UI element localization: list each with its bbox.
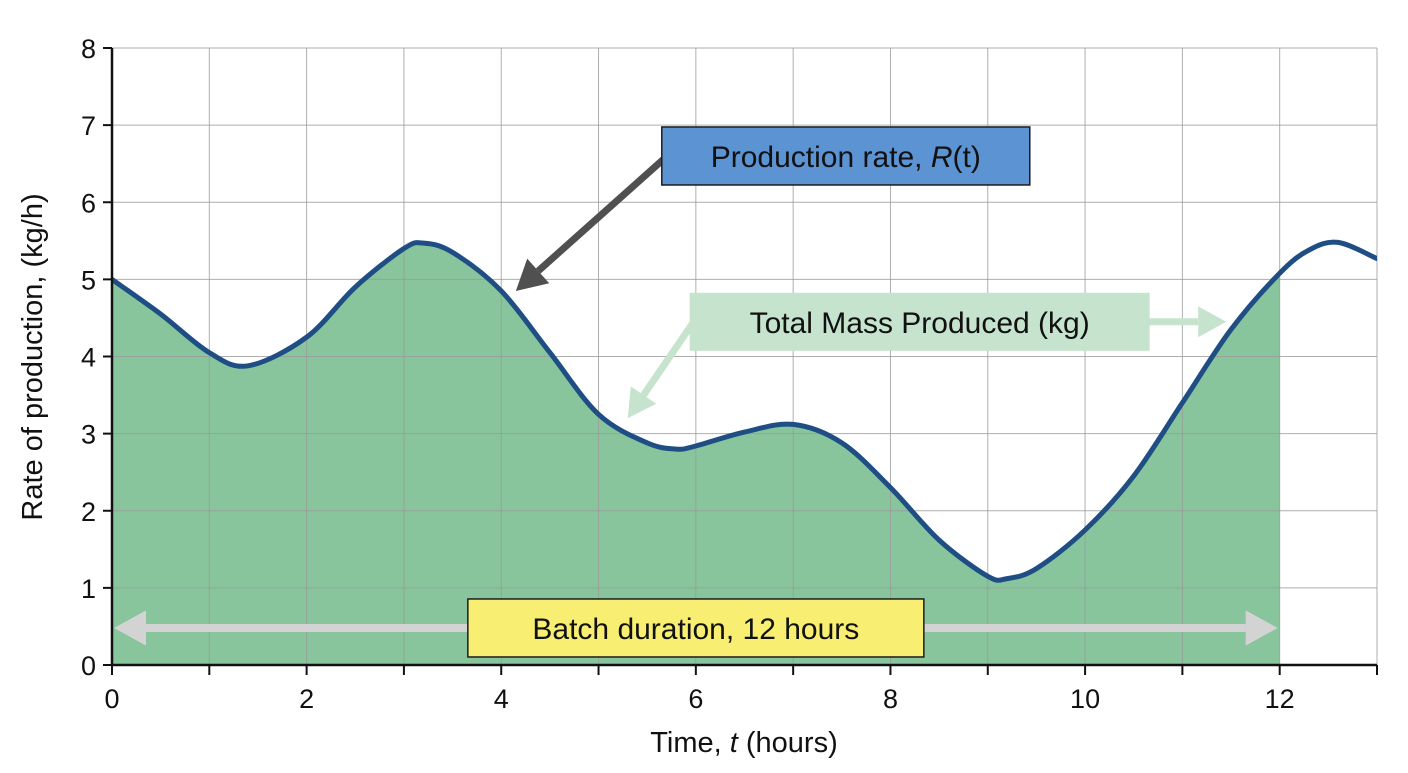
x-tick-label: 8 <box>883 684 898 714</box>
rate-label-tail: (t) <box>953 141 981 174</box>
rate-label-main: Production rate, <box>711 141 931 174</box>
y-axis-title: Rate of production, (kg/h) <box>17 193 49 520</box>
y-tick-label: 1 <box>81 574 96 604</box>
x-axis-title: Time, t (hours) <box>650 727 837 759</box>
mass-annotation: Total Mass Produced (kg) <box>689 292 1150 351</box>
rate-arrow-shaft <box>535 156 667 274</box>
mass-annotation-label: Total Mass Produced (kg) <box>750 307 1090 340</box>
x-axis-title-suffix: (hours) <box>738 727 838 759</box>
y-tick-label: 5 <box>81 265 96 295</box>
series-line <box>112 239 1377 583</box>
rate-annotation-box <box>661 126 1031 186</box>
rate-annotation: Production rate, R(t) <box>661 126 1031 186</box>
y-tick-label: 4 <box>81 343 96 373</box>
y-tick-label: 7 <box>81 111 96 141</box>
y-tick-label: 3 <box>81 420 96 450</box>
x-tick-label: 4 <box>494 684 509 714</box>
x-axis-title-prefix: Time, <box>650 727 729 759</box>
mass-arrow-left <box>627 319 697 419</box>
x-tick-label: 10 <box>1070 684 1100 714</box>
y-tick-label: 2 <box>81 497 96 527</box>
y-tick-label: 0 <box>81 651 96 681</box>
rate-label-var: R <box>931 141 953 174</box>
rate-annotation-label: Production rate, R(t) <box>711 141 981 174</box>
mass-arrow-right <box>1145 306 1227 338</box>
batch-arrow-left-head <box>114 610 146 646</box>
rate-arrow-head <box>515 258 550 291</box>
y-tick-label: 6 <box>81 188 96 218</box>
x-tick-label: 2 <box>299 684 314 714</box>
x-axis-title-var: t <box>730 727 740 759</box>
batch-annotation-box <box>467 598 925 658</box>
x-tick-label: 12 <box>1265 684 1295 714</box>
batch-annotation-label: Batch duration, 12 hours <box>532 613 859 646</box>
mass-arrow-right-head <box>1198 306 1227 338</box>
annotation-boxes: Production rate, R(t) Total Mass Produced… <box>467 126 1150 658</box>
y-tick-label: 8 <box>81 34 96 64</box>
mass-arrow-left-head <box>627 386 657 419</box>
curve-layer <box>112 239 1377 583</box>
batch-arrow-right-head <box>1245 610 1278 646</box>
mass-arrow-left-shaft <box>640 319 697 398</box>
x-tick-label: 0 <box>104 684 119 714</box>
x-tick-label: 6 <box>688 684 703 714</box>
mass-annotation-box <box>689 292 1150 351</box>
rate-arrow <box>515 156 667 291</box>
batch-annotation: Batch duration, 12 hours <box>467 598 925 658</box>
